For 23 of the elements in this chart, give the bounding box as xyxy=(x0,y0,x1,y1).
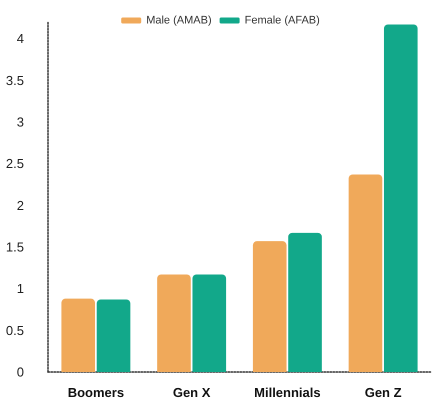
bar xyxy=(61,298,96,372)
x-tick-label: Millennials xyxy=(254,385,321,400)
x-tick-label: Gen Z xyxy=(364,385,402,400)
legend-label: Female (AFAB) xyxy=(244,14,320,26)
bar xyxy=(252,241,287,372)
y-tick-label: 3 xyxy=(16,114,24,130)
bar xyxy=(384,24,418,372)
y-tick-label: 0.5 xyxy=(6,322,24,338)
y-tick-label: 3.5 xyxy=(6,72,24,88)
bar xyxy=(96,300,130,372)
y-tick-label: 0 xyxy=(16,364,24,380)
x-tick-label: Boomers xyxy=(68,385,124,400)
y-tick-label: 1.5 xyxy=(6,240,24,254)
legend-label: Male (AMAB) xyxy=(146,14,212,26)
y-tick-label: 2 xyxy=(16,198,24,213)
y-tick-label: 1 xyxy=(16,281,24,296)
bar xyxy=(157,274,191,372)
x-tick-label: Gen X xyxy=(172,385,211,400)
y-tick-label: 2.5 xyxy=(6,156,24,172)
bar xyxy=(348,174,382,372)
bar xyxy=(288,232,322,372)
bar xyxy=(192,274,226,372)
y-tick-label: 4 xyxy=(16,31,24,46)
